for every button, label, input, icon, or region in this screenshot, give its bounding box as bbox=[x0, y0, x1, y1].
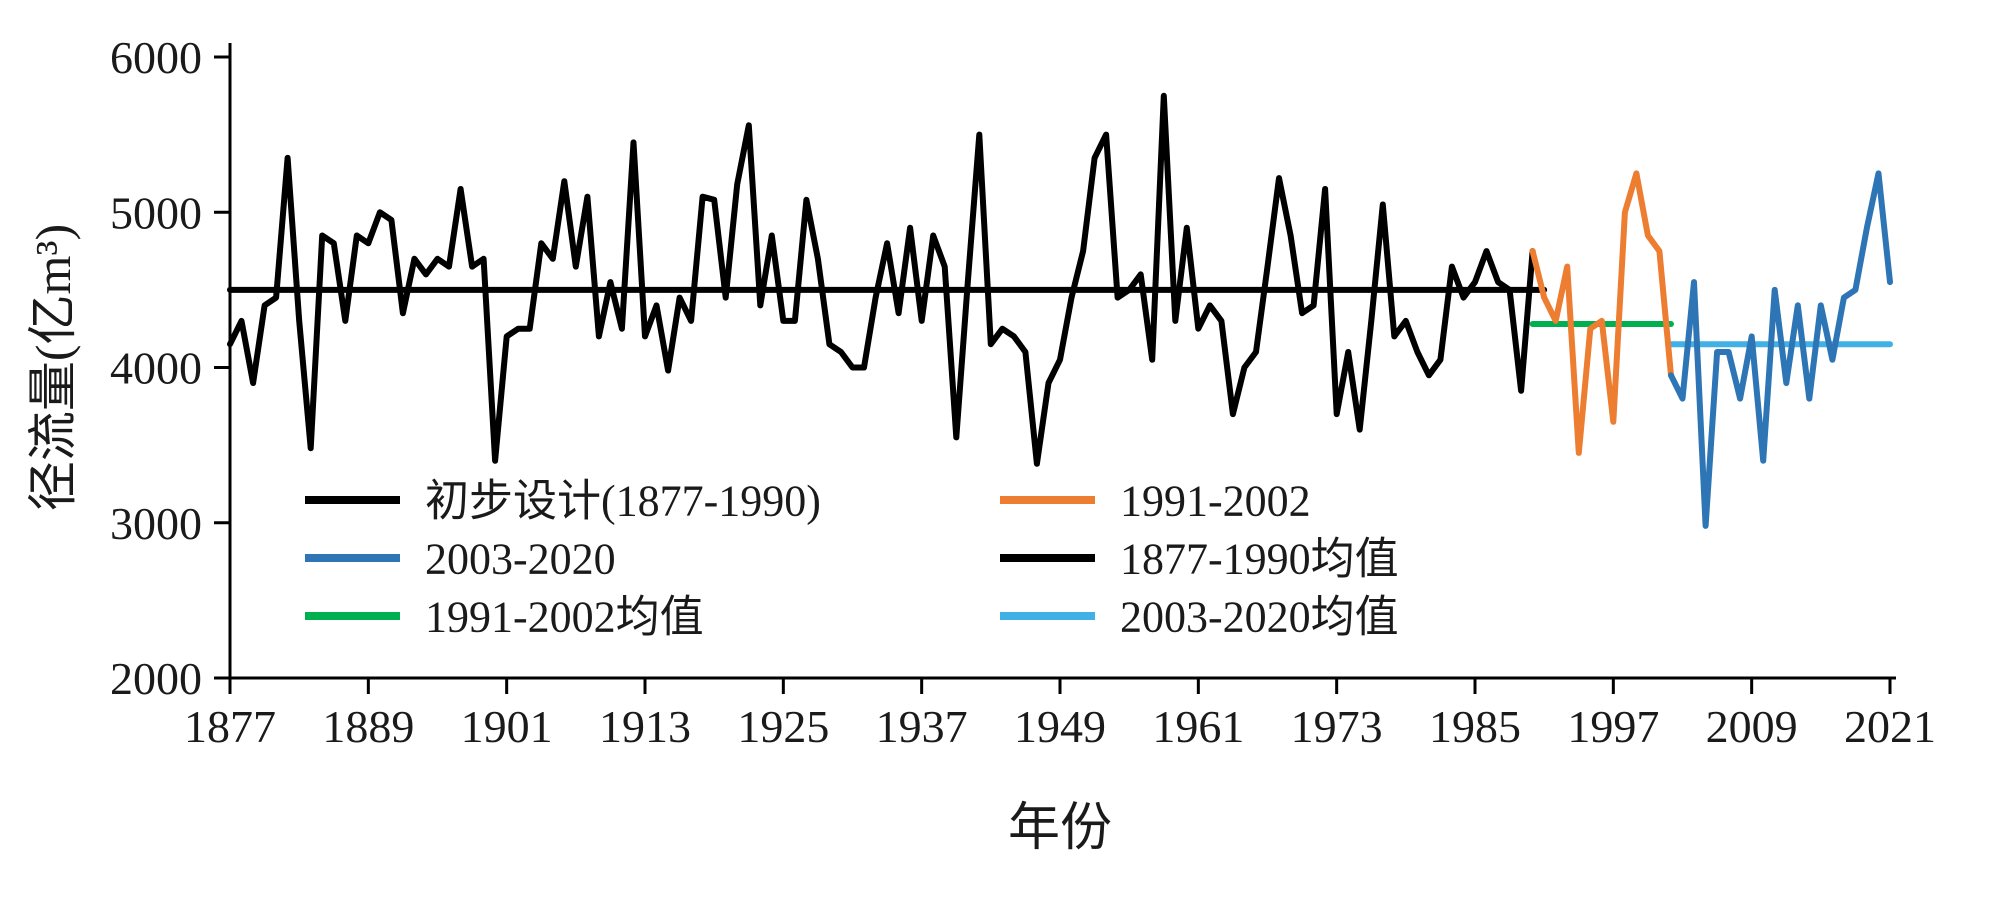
x-tick-label: 1937 bbox=[876, 701, 968, 752]
x-tick-label: 1925 bbox=[737, 701, 829, 752]
legend-label-5: 2003-2020均值 bbox=[1120, 592, 1399, 641]
x-tick-label: 1949 bbox=[1014, 701, 1106, 752]
x-tick-label: 1997 bbox=[1567, 701, 1659, 752]
y-tick-label: 6000 bbox=[110, 32, 202, 83]
series-line-1 bbox=[1529, 170, 1674, 456]
legend-label-1: 1991-2002 bbox=[1120, 476, 1311, 525]
y-axis-title: 径流量(亿m³) bbox=[25, 224, 81, 511]
x-tick-label: 1913 bbox=[599, 701, 691, 752]
y-tick-label: 3000 bbox=[110, 498, 202, 549]
x-tick-label: 1973 bbox=[1291, 701, 1383, 752]
series-line-2 bbox=[1668, 170, 1893, 529]
y-tick-label: 4000 bbox=[110, 343, 202, 394]
y-tick-label: 5000 bbox=[110, 187, 202, 238]
legend-label-3: 1877-1990均值 bbox=[1120, 534, 1399, 583]
x-tick-label: 2009 bbox=[1706, 701, 1798, 752]
x-tick-label: 1877 bbox=[184, 701, 276, 752]
x-tick-label: 1901 bbox=[461, 701, 553, 752]
x-tick-label: 1985 bbox=[1429, 701, 1521, 752]
legend-label-2: 2003-2020 bbox=[425, 534, 616, 583]
legend-label-0: 初步设计(1877-1990) bbox=[425, 476, 821, 525]
x-tick-label: 1889 bbox=[322, 701, 414, 752]
y-tick-label: 2000 bbox=[110, 653, 202, 704]
legend-label-4: 1991-2002均值 bbox=[425, 592, 704, 641]
x-tick-label: 1961 bbox=[1152, 701, 1244, 752]
x-axis-title: 年份 bbox=[1008, 800, 1112, 857]
series-line-0 bbox=[227, 92, 1536, 467]
x-tick-label: 2021 bbox=[1844, 701, 1936, 752]
